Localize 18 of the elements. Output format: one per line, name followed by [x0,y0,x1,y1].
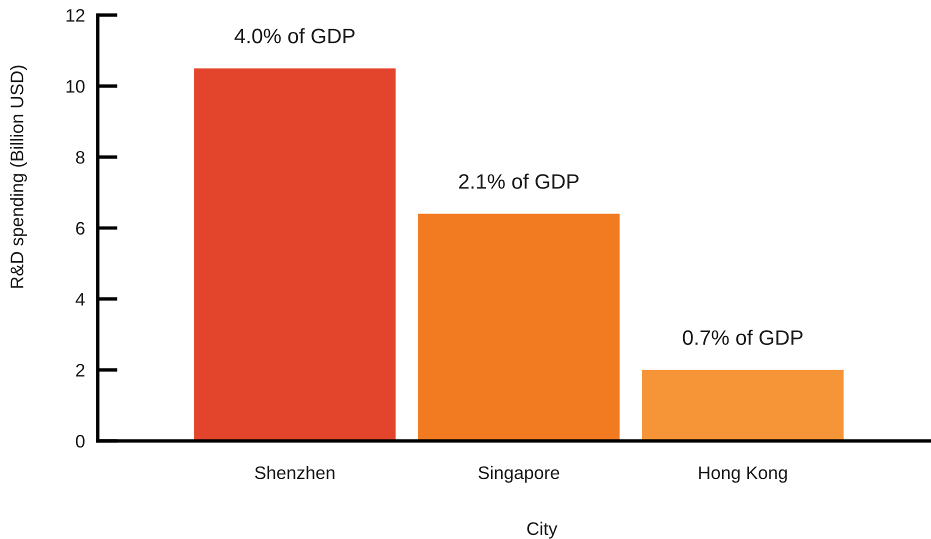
annotation: 2.1% of GDP [459,174,579,189]
y-tick-label: 0 [76,434,85,448]
x-tick-label: Hong Kong [699,466,787,483]
x-tick-label: Shenzhen [255,466,334,480]
y-axis-title: R&D spending (Billion USD) [10,66,27,288]
annotation: 4.0% of GDP [234,28,355,44]
x-axis-title: City [527,522,558,539]
y-tick-label: 2 [76,364,84,376]
bar [194,68,396,441]
y-tick-label: 10 [66,80,85,93]
y-tick-label: 6 [76,222,84,235]
y-tick-label: 4 [76,293,85,306]
bar [642,370,844,441]
y-tick-label: 8 [76,150,84,164]
annotation: 0.7% of GDP [682,330,803,345]
x-tick-label: Singapore [478,466,560,483]
y-tick-label: 12 [66,9,84,22]
bar [418,214,620,441]
